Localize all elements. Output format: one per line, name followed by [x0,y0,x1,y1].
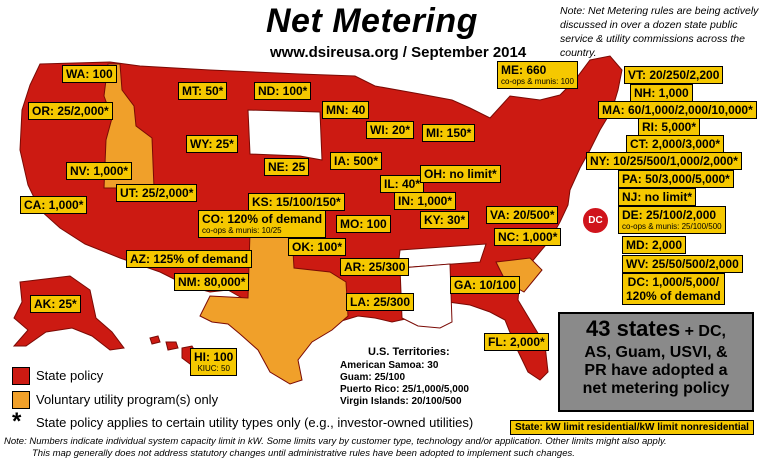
summary-line3: PR have adopted a [584,362,728,379]
state-label-or: OR: 25/2,000* [28,102,113,120]
legend-asterisk: State policy applies to certain utility … [36,415,474,430]
state-label-mn: MN: 40 [322,101,370,119]
state-label-ks: KS: 15/100/150* [248,193,345,211]
state-label-me-sub: co-ops & munis: 100 [501,77,574,86]
state-label-md: MD: 2,000 [622,236,687,254]
state-label-wv: WV: 25/50/500/2,000 [622,255,743,273]
legend-state-policy: State policy [36,368,104,383]
state-label-dc-line2: 120% of demand [626,289,721,303]
state-label-co: CO: 120% of demand co-ops & munis: 10/25 [198,210,327,238]
state-label-ny: NY: 10/25/500/1,000/2,000* [586,152,742,170]
state-label-nh: NH: 1,000 [630,84,693,102]
state-label-ky: KY: 30* [420,211,470,229]
territory-item: Puerto Rico: 25/1,000/5,000 [340,384,469,395]
map-title: Net Metering [266,2,478,40]
label-key: State: kW limit residential/kW limit non… [510,420,754,435]
state-label-ak: AK: 25* [30,295,81,313]
state-label-ne: NE: 25 [264,158,310,176]
state-label-de-sub: co-ops & munis: 25/100/500 [622,222,722,231]
state-label-de-main: DE: 25/100/2,000 [622,208,717,222]
state-label-ar: AR: 25/300 [340,258,410,276]
footer-note-line2: This map generally does not address stat… [32,448,575,459]
territories-title: U.S. Territories: [368,346,450,358]
territory-item: Guam: 25/100 [340,372,406,383]
state-label-hi-main: HI: 100 [194,350,234,364]
state-label-dc-line1: DC: 1,000/5,000/ [627,275,720,289]
territories-list: American Samoa: 30 Guam: 25/100 Puerto R… [340,360,469,408]
state-label-nv: NV: 1,000* [66,162,133,180]
footer-note-line1: Note: Numbers indicate individual system… [4,436,667,447]
state-label-va: VA: 20/500* [486,206,559,224]
state-label-mt: MT: 50* [178,82,228,100]
state-label-co-sub: co-ops & munis: 10/25 [202,226,282,235]
state-label-mo: MO: 100 [336,215,391,233]
state-label-nc: NC: 1,000* [494,228,562,246]
map-subtitle: www.dsireusa.org / September 2014 [270,44,527,61]
summary-line4: net metering policy [582,380,730,397]
territory-item: Virgin Islands: 20/100/500 [340,396,462,407]
state-label-oh: OH: no limit* [420,165,501,183]
state-label-az: AZ: 125% of demand [126,250,253,268]
legend-swatch-state-policy [12,367,30,385]
summary-line1-small: + DC, [680,323,726,340]
state-label-in: IN: 1,000* [394,192,457,210]
mississippi-alabama-shape [399,263,453,329]
state-label-wy: WY: 25* [186,135,238,153]
state-label-ca: CA: 1,000* [20,196,88,214]
state-label-me: ME: 660 co-ops & munis: 100 [497,61,578,89]
state-label-ut: UT: 25/2,000* [116,184,198,202]
alaska-shape [12,275,125,351]
state-label-wi: WI: 20* [366,121,415,139]
legend-swatch-voluntary [12,391,30,409]
legend-voluntary: Voluntary utility program(s) only [36,392,219,407]
top-note: Note: Net Metering rules are being activ… [560,5,759,59]
state-label-nj: NJ: no limit* [618,188,697,206]
state-label-dc: DC: 1,000/5,000/120% of demand [622,273,725,305]
state-label-mi: MI: 150* [422,124,476,142]
state-label-fl: FL: 2,000* [484,333,549,351]
territory-item: American Samoa: 30 [340,360,439,371]
state-label-pa: PA: 50/3,000/5,000* [618,170,734,188]
state-label-nm: NM: 80,000* [174,273,250,291]
state-label-ok: OK: 100* [288,238,347,256]
state-label-hi: HI: 100 KIUC: 50 [190,348,238,376]
state-label-nd: ND: 100* [254,82,312,100]
summary-line1-big: 43 states [586,316,681,341]
state-label-wa: WA: 100 [62,65,117,83]
state-label-la: LA: 25/300 [346,293,415,311]
state-label-ma: MA: 60/1,000/2,000/10,000* [598,101,757,119]
asterisk-icon: * [12,408,22,435]
state-label-me-main: ME: 660 [501,63,547,77]
state-label-ga: GA: 10/100 [450,276,521,294]
state-label-ct: CT: 2,000/3,000* [626,135,725,153]
summary-line2: AS, Guam, USVI, & [584,344,728,361]
state-label-ri: RI: 5,000* [638,118,701,136]
state-label-hi-sub: KIUC: 50 [197,364,230,373]
state-label-vt: VT: 20/250/2,200 [624,66,724,84]
state-label-il: IL: 40* [380,175,425,193]
south-dakota-shape [247,109,323,161]
state-label-de: DE: 25/100/2,000 co-ops & munis: 25/100/5… [618,206,726,234]
footer-note: Note: Numbers indicate individual system… [4,436,774,460]
dc-marker: DC [582,207,609,234]
texas-shape [199,231,349,385]
state-label-co-main: CO: 120% of demand [202,212,323,226]
summary-box: 43 states + DC, AS, Guam, USVI, & PR hav… [558,312,754,412]
state-label-ia: IA: 500* [330,152,383,170]
